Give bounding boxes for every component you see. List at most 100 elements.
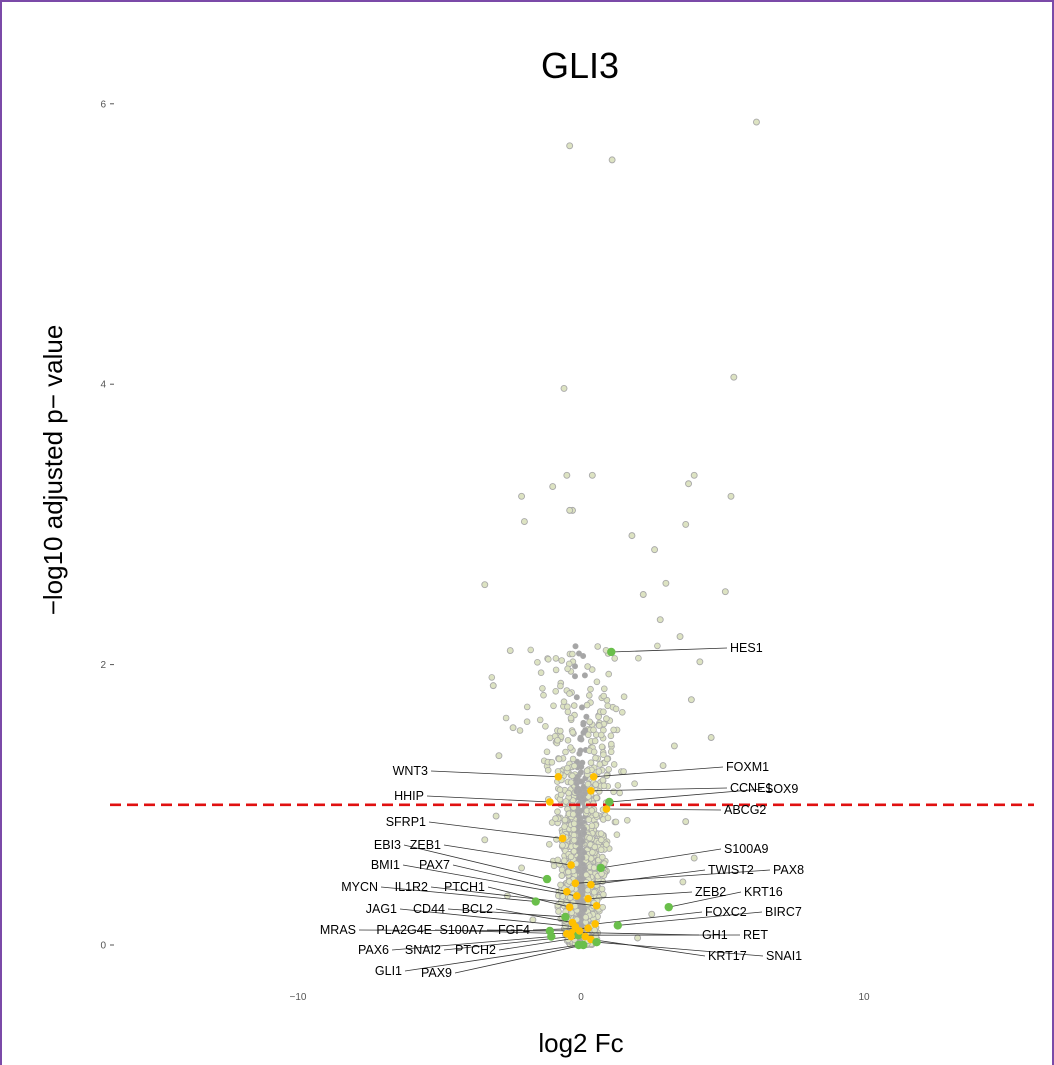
- background-point: [569, 810, 577, 818]
- gene-label: EBI3: [374, 838, 401, 852]
- background-point: [598, 885, 606, 893]
- background-point: [620, 768, 627, 775]
- background-point: [544, 655, 552, 663]
- x-tick-label: 10: [858, 992, 870, 1003]
- background-point: [603, 755, 611, 763]
- gene-point: [554, 772, 563, 781]
- background-point: [588, 666, 596, 673]
- label-leader-line: [443, 844, 572, 866]
- background-point: [599, 903, 606, 911]
- background-point: [552, 666, 560, 674]
- background-point: [558, 657, 565, 664]
- background-point: [564, 764, 571, 772]
- gene-label: ZEB1: [410, 838, 441, 852]
- background-point: [584, 780, 592, 788]
- gene-point: [547, 932, 556, 941]
- background-point-cloud: [488, 642, 661, 949]
- background-point: [598, 743, 606, 751]
- background-point: [544, 766, 552, 774]
- background-point: [635, 654, 642, 662]
- background-point: [576, 846, 583, 853]
- gene-point: [542, 874, 552, 884]
- background-point: [502, 714, 510, 722]
- label-leader-line: [430, 770, 559, 778]
- background-point: [566, 142, 574, 150]
- background-point: [566, 894, 574, 901]
- background-point: [560, 698, 568, 705]
- gene-point: [561, 912, 570, 922]
- background-point: [572, 663, 579, 670]
- background-point: [568, 884, 575, 892]
- gene-label: SNAI2: [405, 943, 441, 957]
- gene-point: [587, 786, 595, 795]
- background-point: [587, 685, 594, 693]
- background-point: [679, 878, 687, 886]
- x-axis-title: log2 Fc: [538, 1028, 623, 1058]
- background-point: [523, 703, 531, 711]
- background-point: [569, 772, 576, 780]
- background-point: [578, 763, 585, 770]
- background-point: [560, 857, 568, 865]
- background-point: [589, 849, 596, 856]
- background-point: [604, 814, 612, 822]
- background-point: [605, 766, 612, 773]
- gene-label: HHIP: [394, 789, 424, 803]
- x-tick-label: −10: [290, 992, 307, 1003]
- background-point: [546, 734, 554, 742]
- background-point: [554, 808, 561, 815]
- background-point: [605, 670, 612, 678]
- background-point: [570, 702, 578, 709]
- background-point: [557, 881, 564, 889]
- label-leader-line: [593, 766, 724, 778]
- y-tick-label: 6: [100, 99, 106, 110]
- background-point: [516, 727, 524, 734]
- gene-label: PAX6: [358, 943, 389, 957]
- gene-label: ABCG2: [724, 803, 766, 817]
- y-axis-ticks: 0 2 4 6: [100, 99, 114, 952]
- background-points: [481, 118, 760, 942]
- label-leader-line: [495, 908, 573, 923]
- background-point: [571, 762, 578, 770]
- background-point: [592, 781, 599, 788]
- background-point: [690, 854, 698, 862]
- background-point: [579, 854, 586, 861]
- background-point: [612, 705, 620, 713]
- gene-label: JAG1: [366, 902, 397, 916]
- gene-point: [664, 902, 673, 912]
- background-point: [594, 643, 601, 650]
- label-leader-line: [358, 929, 550, 932]
- x-tick-label: 0: [578, 992, 584, 1003]
- background-point: [682, 818, 690, 826]
- background-point: [548, 758, 556, 766]
- label-leader-line: [454, 944, 584, 974]
- gene-label: TWIST2: [708, 863, 754, 877]
- background-point: [580, 721, 587, 728]
- gene-point: [607, 647, 616, 657]
- background-point: [590, 864, 598, 871]
- label-leader-line: [611, 647, 728, 653]
- background-point: [570, 836, 578, 844]
- background-point: [707, 734, 715, 741]
- background-point: [584, 886, 592, 894]
- background-point: [572, 673, 579, 680]
- background-point: [612, 818, 620, 826]
- background-point: [656, 616, 664, 624]
- background-point: [579, 838, 586, 845]
- gene-point: [589, 772, 598, 781]
- background-point: [690, 471, 698, 479]
- background-point: [566, 506, 574, 514]
- background-point: [492, 812, 500, 820]
- y-tick-label: 2: [100, 660, 106, 671]
- background-point: [534, 658, 541, 666]
- background-point: [488, 674, 496, 681]
- background-point: [536, 716, 544, 724]
- background-point: [579, 793, 586, 800]
- y-tick-label: 0: [100, 941, 106, 952]
- background-point: [599, 853, 606, 861]
- gene-label: GLI1: [375, 964, 402, 978]
- background-point: [639, 591, 647, 598]
- background-point: [552, 655, 560, 662]
